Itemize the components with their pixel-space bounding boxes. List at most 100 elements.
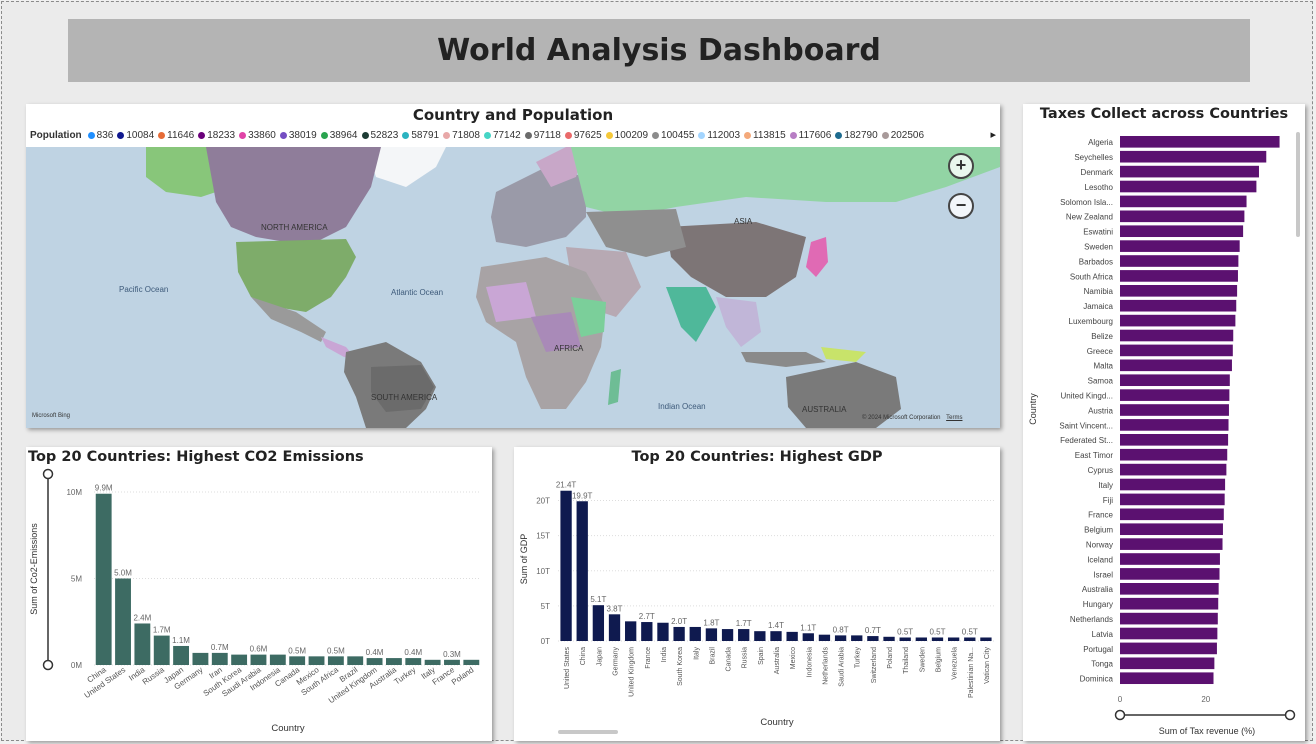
- legend-item[interactable]: 18233: [198, 130, 235, 141]
- bar[interactable]: [705, 628, 718, 641]
- legend-item[interactable]: 117606: [789, 130, 831, 141]
- bar[interactable]: [347, 656, 364, 665]
- legend-item[interactable]: 38964: [320, 130, 358, 141]
- bar[interactable]: [1120, 627, 1218, 640]
- legend-item[interactable]: 202506: [881, 130, 924, 141]
- bar[interactable]: [980, 637, 992, 641]
- bar[interactable]: [1120, 478, 1226, 491]
- bar[interactable]: [1120, 404, 1229, 416]
- bar[interactable]: [1120, 136, 1280, 148]
- bar[interactable]: [289, 656, 306, 665]
- range-slider-handle-top[interactable]: [42, 468, 54, 480]
- legend-next-arrow[interactable]: ▸: [990, 129, 996, 141]
- horizontal-scrollbar[interactable]: [558, 730, 618, 734]
- bar[interactable]: [1120, 672, 1214, 685]
- world-map[interactable]: [26, 147, 1000, 428]
- bar[interactable]: [1120, 285, 1238, 297]
- bar[interactable]: [1120, 240, 1240, 252]
- bar[interactable]: [463, 659, 480, 665]
- bar[interactable]: [931, 637, 944, 641]
- legend-item[interactable]: 77142: [483, 130, 521, 141]
- bar[interactable]: [1120, 210, 1245, 223]
- bar[interactable]: [786, 631, 798, 641]
- bar[interactable]: [625, 621, 637, 641]
- bar[interactable]: [1120, 568, 1220, 580]
- bar[interactable]: [770, 631, 782, 641]
- bar[interactable]: [1120, 344, 1233, 357]
- legend-item[interactable]: 113815: [744, 130, 786, 141]
- bar[interactable]: [947, 637, 960, 641]
- bar[interactable]: [802, 633, 814, 641]
- bar[interactable]: [1120, 612, 1218, 625]
- vertical-scrollbar[interactable]: [1296, 132, 1300, 237]
- bar[interactable]: [1120, 150, 1267, 163]
- bar[interactable]: [641, 622, 653, 641]
- bar[interactable]: [899, 637, 911, 641]
- bar[interactable]: [964, 637, 976, 641]
- bar[interactable]: [1120, 642, 1217, 655]
- range-slider-handle-right[interactable]: [1284, 709, 1296, 721]
- legend-item[interactable]: 71808: [443, 130, 480, 141]
- bar[interactable]: [721, 629, 734, 641]
- legend-item[interactable]: 52823: [361, 130, 398, 141]
- legend-item[interactable]: 58791: [402, 130, 439, 141]
- bar[interactable]: [211, 652, 228, 665]
- legend-item[interactable]: 11646: [158, 130, 194, 141]
- bar[interactable]: [1120, 523, 1223, 536]
- gdp-card[interactable]: Top 20 Countries: Highest GDP 0T 5T 10T 15T…: [514, 447, 1000, 741]
- bar[interactable]: [173, 645, 190, 665]
- gdp-chart[interactable]: 0T 5T 10T 15T 20T Sum of GDP Country 21.4T Unite…: [514, 447, 1000, 741]
- bar[interactable]: [1120, 657, 1215, 670]
- bar[interactable]: [250, 654, 267, 665]
- terms-link[interactable]: Terms: [946, 415, 963, 421]
- legend-item[interactable]: 33860: [239, 130, 276, 141]
- bar[interactable]: [1120, 359, 1232, 372]
- bar[interactable]: [269, 654, 286, 665]
- bar[interactable]: [1120, 583, 1219, 595]
- legend-item[interactable]: 100209: [605, 130, 648, 141]
- bar[interactable]: [673, 626, 685, 641]
- bar[interactable]: [366, 658, 383, 665]
- bar[interactable]: [385, 658, 402, 665]
- bar[interactable]: [308, 656, 325, 665]
- bar[interactable]: [1120, 195, 1247, 208]
- bar[interactable]: [754, 631, 766, 641]
- map-area[interactable]: NORTH AMERICA ASIA Pacific Ocean Atlanti…: [26, 147, 1000, 428]
- legend-item[interactable]: 97118: [524, 130, 561, 141]
- range-slider-handle-left[interactable]: [1114, 709, 1126, 721]
- bar[interactable]: [1120, 419, 1229, 431]
- bar[interactable]: [405, 658, 422, 665]
- legend-item[interactable]: 97625: [564, 130, 602, 141]
- bar[interactable]: [560, 490, 572, 641]
- co2-card[interactable]: Top 20 Countries: Highest CO2 Emissions …: [26, 447, 492, 741]
- legend-item[interactable]: 10084: [117, 130, 154, 141]
- bar[interactable]: [95, 493, 112, 665]
- bar[interactable]: [915, 637, 927, 641]
- bar[interactable]: [1120, 553, 1220, 565]
- bar[interactable]: [192, 652, 209, 665]
- zoom-out-button[interactable]: −: [948, 193, 974, 219]
- bar[interactable]: [1120, 314, 1236, 327]
- bar[interactable]: [1120, 165, 1259, 178]
- bar[interactable]: [1120, 374, 1230, 387]
- range-slider-handle-bottom[interactable]: [42, 659, 54, 671]
- legend-item[interactable]: 112003: [698, 130, 740, 141]
- map-card[interactable]: Country and Population Population 836 100…: [26, 104, 1000, 428]
- legend-item[interactable]: 182790: [835, 130, 878, 141]
- bar[interactable]: [327, 656, 344, 665]
- map-legend[interactable]: Population 836 10084 11646 18233 33860 38019 3…: [30, 130, 928, 141]
- bar[interactable]: [1120, 493, 1225, 506]
- bar[interactable]: [592, 605, 605, 641]
- bar[interactable]: [115, 578, 131, 666]
- bar[interactable]: [1120, 299, 1237, 312]
- bar[interactable]: [818, 634, 831, 641]
- bar[interactable]: [576, 501, 588, 641]
- bar[interactable]: [867, 636, 879, 641]
- bar[interactable]: [1120, 463, 1227, 476]
- bar[interactable]: [1120, 508, 1224, 521]
- legend-item[interactable]: 38019: [279, 130, 317, 141]
- bar[interactable]: [1120, 389, 1230, 401]
- zoom-in-button[interactable]: +: [948, 153, 974, 179]
- bar[interactable]: [1120, 180, 1257, 193]
